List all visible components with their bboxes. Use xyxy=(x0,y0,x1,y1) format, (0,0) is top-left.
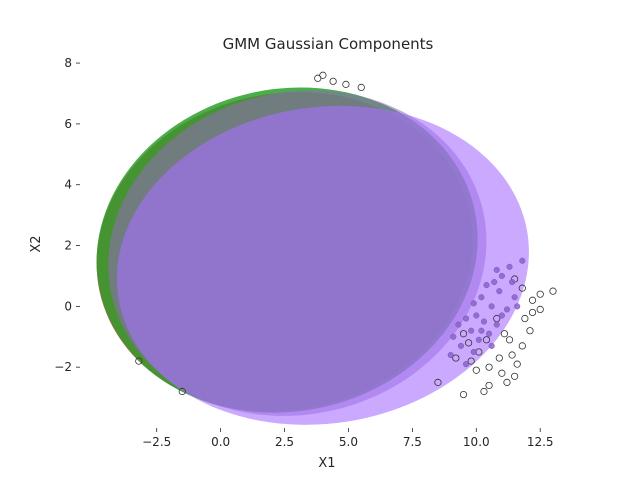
data-point xyxy=(452,354,460,362)
data-point xyxy=(509,278,516,286)
chart-title: GMM Gaussian Components xyxy=(223,35,434,53)
x-tick-label: 10.0 xyxy=(463,435,490,449)
x-tick-label: 5.0 xyxy=(339,435,358,449)
data-point xyxy=(329,77,337,85)
data-point xyxy=(135,357,143,365)
data-point xyxy=(478,294,485,301)
data-point xyxy=(505,336,514,344)
data-point xyxy=(518,342,526,350)
data-point xyxy=(178,387,186,396)
data-point xyxy=(480,387,488,396)
data-point xyxy=(495,354,503,362)
data-point xyxy=(521,314,529,323)
data-point xyxy=(511,372,519,380)
data-point xyxy=(467,357,475,365)
x-tick-label: 2.5 xyxy=(275,435,294,449)
data-point xyxy=(450,333,457,340)
data-point xyxy=(498,312,505,319)
x-tick-label: −2.5 xyxy=(142,435,171,449)
data-point xyxy=(357,83,365,92)
data-point xyxy=(496,288,503,295)
data-point xyxy=(503,306,511,313)
data-point xyxy=(498,369,506,377)
data-point xyxy=(500,330,509,338)
data-point xyxy=(506,263,513,270)
data-point xyxy=(503,378,511,386)
data-point xyxy=(463,361,470,368)
data-point xyxy=(488,303,495,310)
data-point xyxy=(549,287,557,295)
data-point xyxy=(478,327,485,334)
data-point xyxy=(434,378,442,386)
data-point xyxy=(528,308,537,317)
data-point xyxy=(519,257,526,264)
data-point xyxy=(483,282,490,289)
y-tick-label: 2 xyxy=(64,239,72,253)
x-axis-label: X1 xyxy=(318,456,335,471)
y-tick-label: 6 xyxy=(64,117,72,131)
y-tick-label: 4 xyxy=(64,178,72,192)
data-point xyxy=(342,80,350,88)
data-point xyxy=(480,318,488,325)
data-point xyxy=(470,348,477,356)
data-point xyxy=(493,266,500,273)
data-point xyxy=(488,342,495,349)
data-point xyxy=(459,390,468,399)
data-point xyxy=(491,278,498,286)
x-axis: −2.5 0.0 2.5 5.0 7.5 10.0 12.5 xyxy=(142,428,554,449)
data-point xyxy=(536,290,544,298)
gaussian-components xyxy=(96,87,529,425)
data-point xyxy=(463,315,470,322)
data-point xyxy=(498,272,505,280)
data-point xyxy=(473,312,480,319)
data-point xyxy=(526,327,534,335)
data-point xyxy=(508,351,516,359)
data-point xyxy=(482,336,491,344)
data-point xyxy=(465,339,473,347)
data-point xyxy=(447,351,454,359)
data-point xyxy=(468,327,475,334)
data-point xyxy=(470,300,477,307)
data-point xyxy=(511,294,518,301)
data-point xyxy=(485,363,493,371)
data-point xyxy=(457,342,464,349)
data-point xyxy=(536,305,544,314)
y-axis-label: X2 xyxy=(29,235,44,252)
data-point xyxy=(493,321,500,328)
data-point xyxy=(472,366,480,374)
data-point xyxy=(518,284,526,292)
data-point xyxy=(455,321,462,328)
x-tick-label: 7.5 xyxy=(403,435,422,449)
data-points xyxy=(135,71,557,399)
component-ellipse-4 xyxy=(116,105,529,425)
data-point xyxy=(319,71,327,79)
data-point xyxy=(528,296,537,304)
y-axis: −2 0 2 4 6 8 xyxy=(54,56,80,374)
data-point xyxy=(486,330,493,337)
x-tick-label: 0.0 xyxy=(211,435,230,449)
y-tick-label: 8 xyxy=(64,56,72,70)
data-point xyxy=(459,330,468,338)
data-point xyxy=(485,381,493,390)
x-tick-label: 12.5 xyxy=(527,435,554,449)
y-tick-label: −2 xyxy=(54,360,72,374)
y-tick-label: 0 xyxy=(64,299,72,313)
data-point xyxy=(514,303,521,310)
data-point xyxy=(475,336,482,343)
data-point xyxy=(513,360,521,368)
